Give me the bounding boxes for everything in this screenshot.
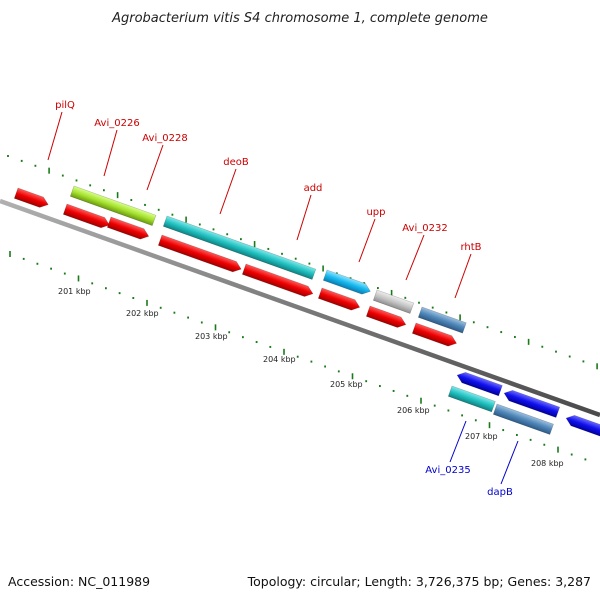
gene-label-dapb[interactable]: dapB — [487, 487, 513, 498]
gene-label-rhtb[interactable]: rhtB — [460, 242, 481, 253]
tick-label-201: 201 kbp — [58, 287, 91, 296]
label-leader-line — [219, 168, 237, 215]
tick-label-202: 202 kbp — [126, 309, 159, 318]
gene-label-pilq[interactable]: pilQ — [55, 100, 75, 111]
gene-label-deob[interactable]: deoB — [223, 157, 249, 168]
gene-dapb[interactable] — [492, 403, 554, 435]
gene-add[interactable] — [241, 263, 314, 299]
label-leader-line — [500, 440, 519, 485]
gene-avi-0232-lower[interactable] — [365, 305, 407, 330]
label-leader-line — [405, 234, 425, 281]
tick-label-207: 207 kbp — [465, 432, 498, 441]
genome-summary-text: Topology: circular; Length: 3,726,375 bp… — [247, 574, 591, 589]
tick-label-204: 204 kbp — [263, 355, 296, 364]
gene-deob[interactable] — [162, 215, 317, 280]
gene-label-avi-0226[interactable]: Avi_0226 — [94, 118, 139, 129]
gene-labels-top: pilQ Avi_0226 Avi_0228 deoB add upp Avi_… — [55, 100, 482, 253]
accession-text: Accession: NC_011989 — [8, 574, 150, 589]
tick-row-bottom — [9, 251, 587, 461]
tick-label-206: 206 kbp — [397, 406, 430, 415]
label-leader-line — [47, 111, 63, 161]
chromosome-backbone — [0, 198, 600, 418]
tick-label-203: 203 kbp — [195, 332, 228, 341]
gene-pilq[interactable] — [13, 187, 50, 210]
tick-label-205: 205 kbp — [330, 380, 363, 389]
label-leader-line — [146, 144, 164, 191]
gene-avi-0226-lower[interactable] — [62, 203, 111, 230]
label-leader-line — [358, 218, 376, 263]
gene-track — [13, 185, 600, 438]
gene-blue-2[interactable] — [502, 388, 561, 418]
label-leader-line — [296, 194, 312, 241]
gene-avi-0235[interactable] — [447, 385, 496, 413]
gene-label-add[interactable]: add — [304, 183, 323, 194]
gene-avi-0228[interactable] — [106, 216, 150, 241]
gene-avi-0226[interactable] — [69, 185, 157, 226]
gene-labels-bottom: Avi_0235 dapB — [425, 465, 513, 498]
label-leader-line — [454, 253, 472, 299]
tick-row-top — [7, 155, 598, 370]
gene-blue-1[interactable] — [455, 370, 503, 397]
gene-label-avi-0232[interactable]: Avi_0232 — [402, 223, 447, 234]
gene-deob-lower[interactable] — [157, 234, 243, 274]
gene-label-avi-0228[interactable]: Avi_0228 — [142, 133, 187, 144]
gene-avi-0232[interactable] — [372, 289, 415, 314]
label-leader-line — [449, 420, 467, 463]
gene-rhtb-lower[interactable] — [411, 322, 458, 348]
map-title: Agrobacterium vitis S4 chromosome 1, com… — [111, 11, 488, 26]
tick-label-208: 208 kbp — [531, 459, 564, 468]
gene-upp[interactable] — [322, 269, 372, 296]
gene-blue-3[interactable] — [564, 413, 600, 438]
gene-label-avi-0235[interactable]: Avi_0235 — [425, 465, 470, 476]
gene-label-lines — [47, 111, 519, 485]
gene-rhtb[interactable] — [417, 306, 467, 334]
tick-labels: 201 kbp 202 kbp 203 kbp 204 kbp 205 kbp … — [58, 287, 564, 468]
label-leader-line — [103, 129, 118, 177]
gene-upp-lower[interactable] — [317, 287, 361, 312]
gene-label-upp[interactable]: upp — [366, 207, 385, 218]
